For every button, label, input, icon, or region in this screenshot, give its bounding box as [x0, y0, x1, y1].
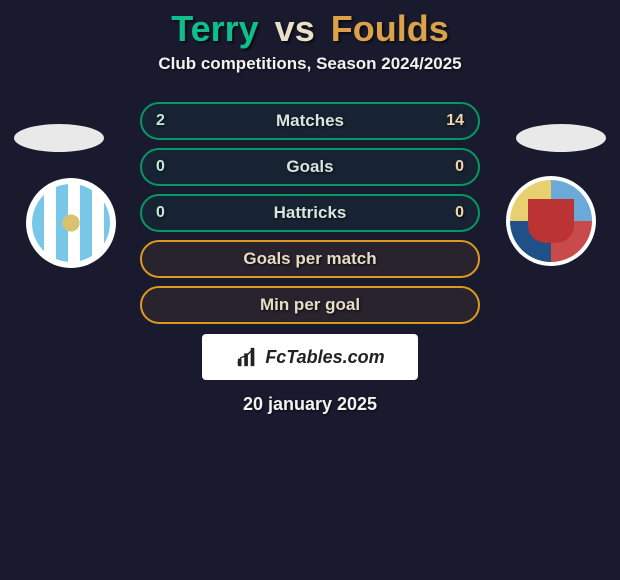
row-hattricks-label: Hattricks [274, 203, 347, 223]
row-goals-right: 0 [455, 158, 464, 176]
attribution-text: FcTables.com [265, 347, 384, 368]
comparison-title: Terry vs Foulds [0, 0, 620, 54]
attribution-link[interactable]: FcTables.com [202, 334, 418, 380]
row-matches-label: Matches [276, 111, 344, 131]
row-hattricks-right: 0 [455, 204, 464, 222]
row-mpg-label: Min per goal [260, 295, 360, 315]
player1-photo-placeholder [14, 124, 104, 152]
row-matches-right: 14 [446, 112, 464, 130]
player2-photo-placeholder [516, 124, 606, 152]
bar-chart-icon [235, 346, 259, 368]
player2-name: Foulds [331, 8, 449, 49]
subtitle: Club competitions, Season 2024/2025 [0, 54, 620, 74]
row-goals-left: 0 [156, 158, 165, 176]
row-matches: 2 Matches 14 [140, 102, 480, 140]
row-gpm-label: Goals per match [243, 249, 376, 269]
row-goals-label: Goals [286, 157, 333, 177]
club-crest-left [26, 178, 116, 268]
club-crest-right [506, 176, 596, 266]
date-text: 20 january 2025 [0, 394, 620, 415]
stats-rows: 2 Matches 14 0 Goals 0 0 Hattricks 0 Goa… [140, 102, 480, 324]
row-gpm: Goals per match [140, 240, 480, 278]
row-goals: 0 Goals 0 [140, 148, 480, 186]
player1-name: Terry [171, 8, 258, 49]
row-matches-left: 2 [156, 112, 165, 130]
row-hattricks: 0 Hattricks 0 [140, 194, 480, 232]
row-hattricks-left: 0 [156, 204, 165, 222]
title-vs: vs [275, 8, 315, 49]
row-mpg: Min per goal [140, 286, 480, 324]
